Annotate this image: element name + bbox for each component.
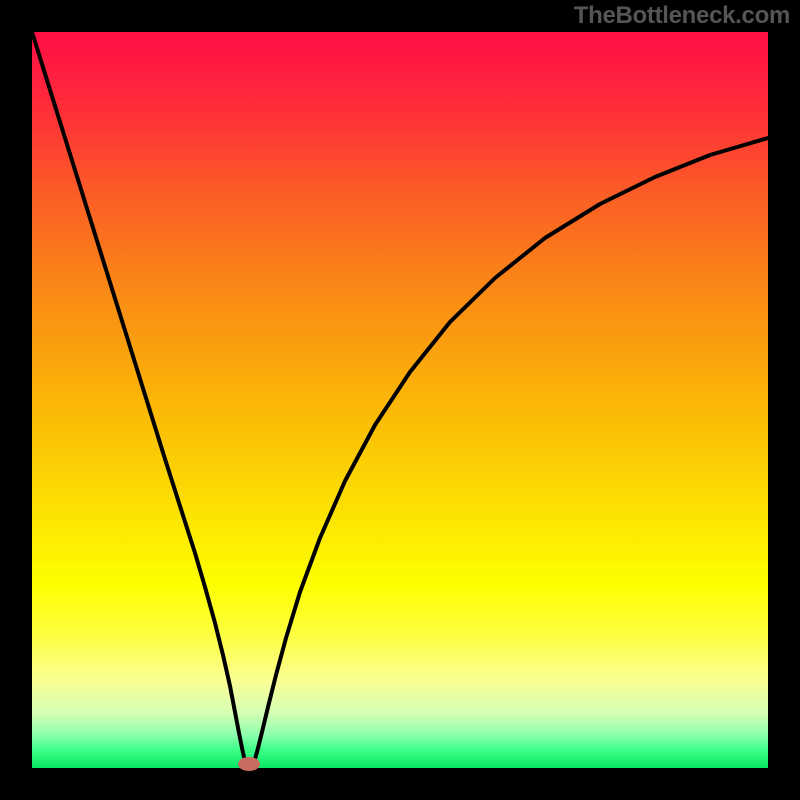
- plot-background: [32, 32, 768, 768]
- optimal-point-marker: [238, 757, 260, 771]
- watermark-label: TheBottleneck.com: [574, 2, 790, 30]
- chart-container: TheBottleneck.com: [0, 0, 800, 800]
- bottleneck-curve-chart: [0, 0, 800, 800]
